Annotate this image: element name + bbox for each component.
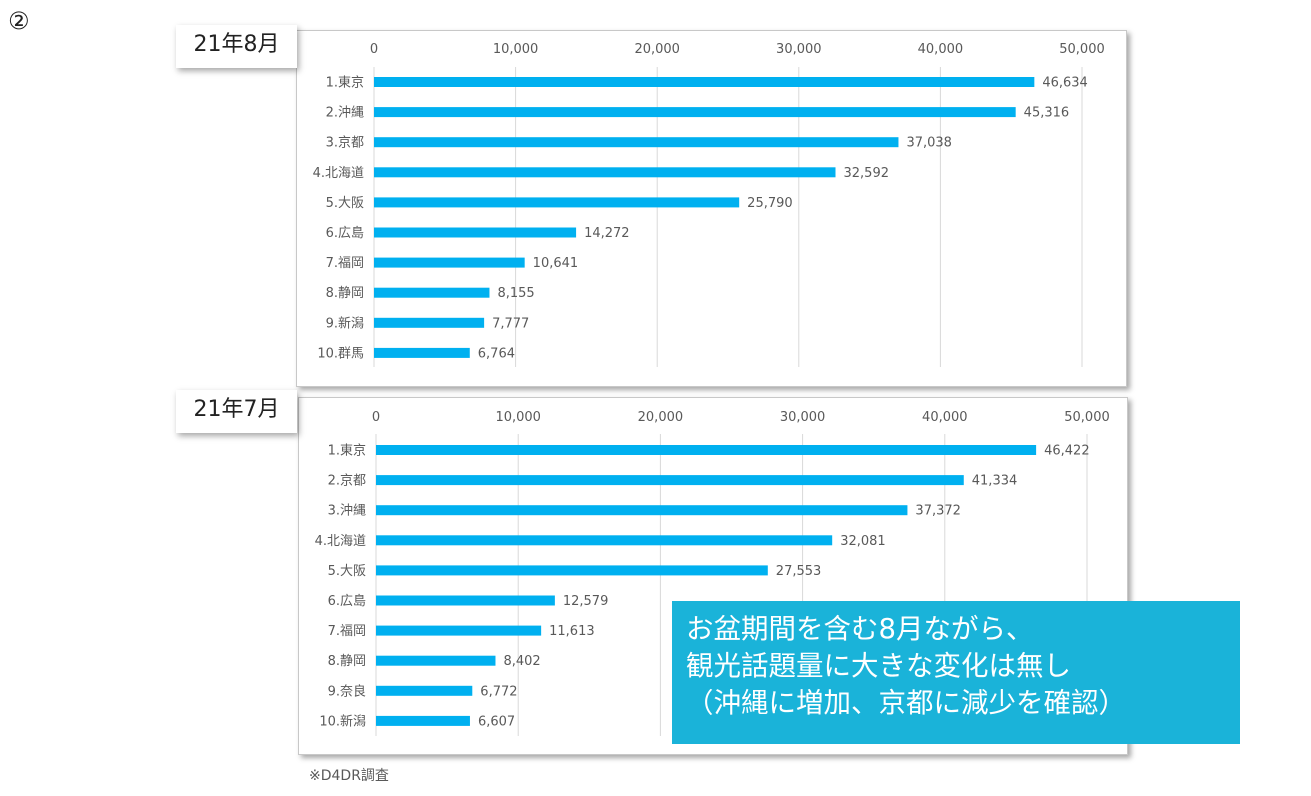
data-label: 45,316 bbox=[1024, 106, 1070, 121]
callout-line-3: （沖縄に増加、京都に減少を確認） bbox=[686, 687, 1126, 719]
data-label: 41,334 bbox=[972, 474, 1018, 489]
category-label: 5.大阪 bbox=[328, 564, 366, 579]
data-label: 46,634 bbox=[1042, 76, 1088, 91]
data-label: 8,155 bbox=[497, 286, 534, 301]
source-footnote: ※D4DR調査 bbox=[309, 768, 389, 784]
data-label: 11,613 bbox=[549, 624, 595, 639]
category-label: 7.福岡 bbox=[326, 256, 364, 271]
x-tick-label: 30,000 bbox=[776, 42, 822, 57]
data-label: 25,790 bbox=[747, 196, 793, 211]
category-label: 1.東京 bbox=[326, 75, 364, 91]
bar bbox=[376, 445, 1037, 455]
category-label: 4.北海道 bbox=[313, 166, 364, 181]
data-label: 6,607 bbox=[478, 714, 515, 729]
month-label-july: 21年7月 bbox=[176, 390, 297, 433]
month-label-august: 21年8月 bbox=[176, 25, 297, 68]
bar-chart-july: 0 10,000 20,000 30,000 40,000 50,000 1.東京 46,42… bbox=[315, 410, 1110, 736]
bar bbox=[374, 167, 836, 178]
data-label: 8,402 bbox=[503, 654, 540, 669]
bar bbox=[376, 685, 473, 696]
bar bbox=[376, 595, 555, 606]
bar-chart-august: 0 10,000 20,000 30,000 40,000 50,000 1.東京 46,63… bbox=[313, 42, 1105, 367]
chart-panel-august: 0 10,000 20,000 30,000 40,000 50,000 1.東京 46,63… bbox=[296, 30, 1127, 387]
bar bbox=[374, 197, 740, 208]
bar bbox=[374, 227, 577, 238]
summary-callout: お盆期間を含む8月ながら、 観光話題量に大きな変化は無し （沖縄に増加、京都に減… bbox=[672, 601, 1240, 744]
x-tick-label: 20,000 bbox=[634, 42, 680, 57]
bar bbox=[376, 625, 542, 636]
data-label: 14,272 bbox=[584, 226, 630, 241]
slide-number: ② bbox=[8, 7, 30, 35]
data-label: 37,372 bbox=[915, 504, 961, 519]
bar bbox=[376, 715, 470, 726]
data-label: 6,764 bbox=[478, 346, 515, 361]
category-label: 8.静岡 bbox=[326, 286, 364, 301]
category-label: 10.新潟 bbox=[319, 713, 366, 729]
bar bbox=[376, 655, 496, 666]
category-label: 10.群馬 bbox=[317, 346, 364, 361]
category-label: 2.沖縄 bbox=[326, 106, 364, 121]
bar bbox=[374, 287, 490, 298]
x-tick-label: 50,000 bbox=[1064, 410, 1110, 425]
x-tick-label: 40,000 bbox=[918, 42, 964, 57]
data-label: 27,553 bbox=[776, 564, 822, 579]
data-label: 10,641 bbox=[533, 256, 579, 271]
category-label: 9.新潟 bbox=[326, 315, 364, 331]
x-tick-label: 10,000 bbox=[495, 410, 540, 425]
bar bbox=[376, 565, 768, 576]
category-label: 8.静岡 bbox=[328, 654, 366, 669]
data-label: 12,579 bbox=[563, 594, 609, 609]
category-label: 3.京都 bbox=[326, 136, 364, 151]
bar bbox=[374, 317, 485, 328]
x-tick-label: 10,000 bbox=[493, 42, 538, 57]
x-tick-label: 20,000 bbox=[638, 410, 684, 425]
bar bbox=[374, 77, 1035, 87]
callout-line-1: お盆期間を含む8月ながら、 bbox=[686, 613, 1034, 645]
x-tick-label: 50,000 bbox=[1059, 42, 1105, 57]
callout-line-2: 観光話題量に大きな変化は無し bbox=[686, 650, 1071, 682]
x-tick-label: 40,000 bbox=[922, 410, 968, 425]
category-label: 1.東京 bbox=[328, 443, 366, 459]
bar bbox=[376, 505, 908, 516]
x-tick-label: 0 bbox=[372, 410, 380, 425]
category-label: 5.大阪 bbox=[326, 196, 364, 211]
bar bbox=[374, 137, 899, 148]
x-tick-label: 30,000 bbox=[780, 410, 826, 425]
data-label: 7,777 bbox=[492, 316, 529, 331]
data-label: 37,038 bbox=[906, 136, 952, 151]
category-label: 7.福岡 bbox=[328, 624, 366, 639]
data-label: 6,772 bbox=[480, 684, 517, 699]
data-label: 32,592 bbox=[844, 166, 890, 181]
bar bbox=[374, 347, 470, 358]
category-label: 6.広島 bbox=[326, 226, 364, 241]
category-label: 2.京都 bbox=[328, 474, 366, 489]
bar bbox=[374, 107, 1016, 118]
category-label: 4.北海道 bbox=[315, 534, 366, 549]
category-label: 9.奈良 bbox=[328, 683, 366, 699]
category-label: 6.広島 bbox=[328, 594, 366, 609]
data-label: 46,422 bbox=[1044, 444, 1090, 459]
bar bbox=[376, 475, 964, 486]
x-tick-label: 0 bbox=[370, 42, 378, 57]
bar bbox=[376, 535, 833, 546]
bar bbox=[374, 257, 525, 268]
category-label: 3.沖縄 bbox=[328, 504, 366, 519]
data-label: 32,081 bbox=[840, 534, 886, 549]
